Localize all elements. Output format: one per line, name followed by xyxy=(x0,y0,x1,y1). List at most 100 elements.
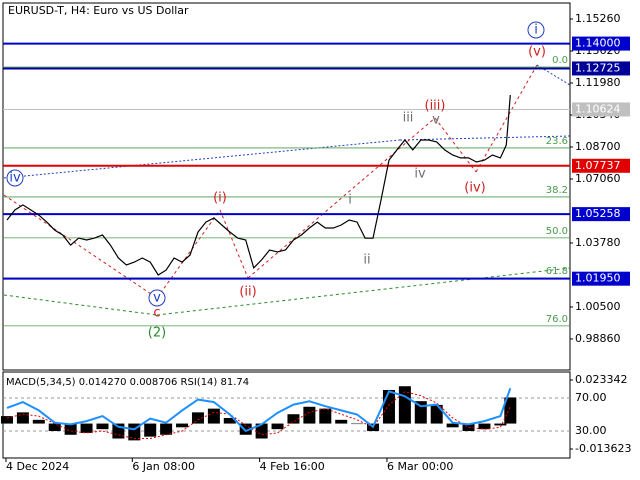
macd-bar xyxy=(335,419,348,424)
macd-bar xyxy=(478,423,491,430)
macd-bar xyxy=(191,412,204,424)
wave-line xyxy=(156,209,221,299)
macd-bar xyxy=(303,406,316,424)
level-box: 1.07737 xyxy=(572,158,630,173)
level-box: 1.01950 xyxy=(572,271,630,286)
y-tick-label: 1.08700 xyxy=(575,140,621,153)
wave-label: (iii) xyxy=(425,99,446,114)
wave-line xyxy=(536,64,571,86)
y-tick-label: 1.03780 xyxy=(575,236,621,249)
macd-bar xyxy=(64,423,77,435)
macd-bar xyxy=(48,423,61,432)
y-tick-label: 1.11980 xyxy=(575,76,621,89)
wave-label: ii xyxy=(363,253,370,268)
wave-circle xyxy=(148,289,166,307)
series-line xyxy=(6,387,512,433)
macd-bar xyxy=(271,423,284,430)
macd-bar xyxy=(504,397,517,424)
macd-bar xyxy=(382,389,395,424)
wave-label: iv xyxy=(9,171,21,186)
price-panel xyxy=(2,2,571,371)
macd-bar xyxy=(239,423,252,435)
macd-bar xyxy=(96,423,109,430)
macd-bar xyxy=(351,423,364,425)
level-label: 1.10624 xyxy=(575,102,621,115)
level-label: 1.07737 xyxy=(575,159,621,172)
y-tick-label: -0.013623 xyxy=(575,442,631,455)
level-label: 1.01950 xyxy=(575,272,621,285)
y-tick-label: 1.07060 xyxy=(575,172,621,185)
macd-bar xyxy=(255,423,268,439)
wave-circle xyxy=(6,169,24,187)
fib-label: 23.6 xyxy=(546,136,568,147)
x-tick-label: 6 Mar 00:00 xyxy=(387,460,453,473)
indicator-title: MACD(5,34,5) 0.014270 0.008706 RSI(14) 8… xyxy=(6,377,249,388)
level-box-bg xyxy=(572,158,630,173)
wave-label: (2) xyxy=(148,326,166,341)
fib-label: 0.0 xyxy=(552,55,568,66)
level-box-bg xyxy=(572,102,630,117)
wave-label: (ii) xyxy=(239,285,256,300)
macd-bar xyxy=(176,423,189,428)
level-box: 1.10624 xyxy=(572,102,630,117)
wave-line xyxy=(247,117,436,279)
level-label: 1.12725 xyxy=(575,61,621,74)
wave-line xyxy=(434,117,477,173)
level-box-bg xyxy=(572,271,630,286)
macd-bar xyxy=(430,404,443,424)
series-line xyxy=(6,95,511,276)
wave-line xyxy=(219,209,249,279)
wave-line xyxy=(3,194,158,299)
level-label: 1.14000 xyxy=(575,37,621,50)
y2-tick-label: 70.00 xyxy=(575,391,607,404)
y-tick-label: 0.023342 xyxy=(575,373,628,386)
level-box: 1.12725 xyxy=(572,61,630,76)
wave-label: iv xyxy=(414,167,426,182)
fib-label: 76.0 xyxy=(546,314,568,325)
level-box-bg xyxy=(572,207,630,222)
fib-label: 38.2 xyxy=(546,185,568,196)
wave-label: v xyxy=(153,291,161,306)
macd-bar xyxy=(207,408,220,424)
level-box: 1.14000 xyxy=(572,36,630,51)
macd-bar xyxy=(287,414,300,424)
trend-line xyxy=(399,135,571,141)
fib-label: 61.8 xyxy=(546,266,568,277)
macd-bar xyxy=(462,423,475,432)
macd-bar xyxy=(16,412,29,424)
x-tick-label: 4 Dec 2024 xyxy=(6,460,69,473)
macd-bar xyxy=(319,408,332,424)
series-line xyxy=(6,391,511,439)
wave-label: c xyxy=(153,306,160,321)
macd-bar xyxy=(494,423,507,426)
x-tick-label: 6 Jan 08:00 xyxy=(132,460,195,473)
y-tick-label: 1.00500 xyxy=(575,300,621,313)
wave-lines xyxy=(3,64,571,316)
wave-line xyxy=(3,294,158,316)
macd-bar xyxy=(0,416,13,424)
x-tick-label: 4 Feb 16:00 xyxy=(260,460,325,473)
macd-bar xyxy=(144,423,157,437)
y-tick-label: 0.98860 xyxy=(575,332,621,345)
wave-label: iii xyxy=(403,111,414,126)
indicator-panel xyxy=(2,371,571,459)
level-box: 1.05258 xyxy=(572,207,630,222)
chart-title: EURUSD-T, H4: Euro vs US Dollar xyxy=(8,4,189,17)
wave-label: v xyxy=(432,113,440,128)
wave-label: (v) xyxy=(528,45,546,60)
macd-bar xyxy=(80,423,93,433)
level-box-bg xyxy=(572,61,630,76)
macd-bar xyxy=(160,423,173,435)
level-label: 1.05258 xyxy=(575,207,621,220)
y-tick-label: 1.15260 xyxy=(575,12,621,25)
macd-bar xyxy=(32,419,45,424)
macd-bar xyxy=(223,417,236,424)
level-box-bg xyxy=(572,36,630,51)
wave-label: (i) xyxy=(213,191,227,206)
wave-circle xyxy=(527,21,545,39)
fib-label: 50.0 xyxy=(546,226,568,237)
wave-label: (iv) xyxy=(464,181,485,196)
y2-tick-label: 30.00 xyxy=(575,424,607,437)
wave-label: i xyxy=(534,23,538,38)
